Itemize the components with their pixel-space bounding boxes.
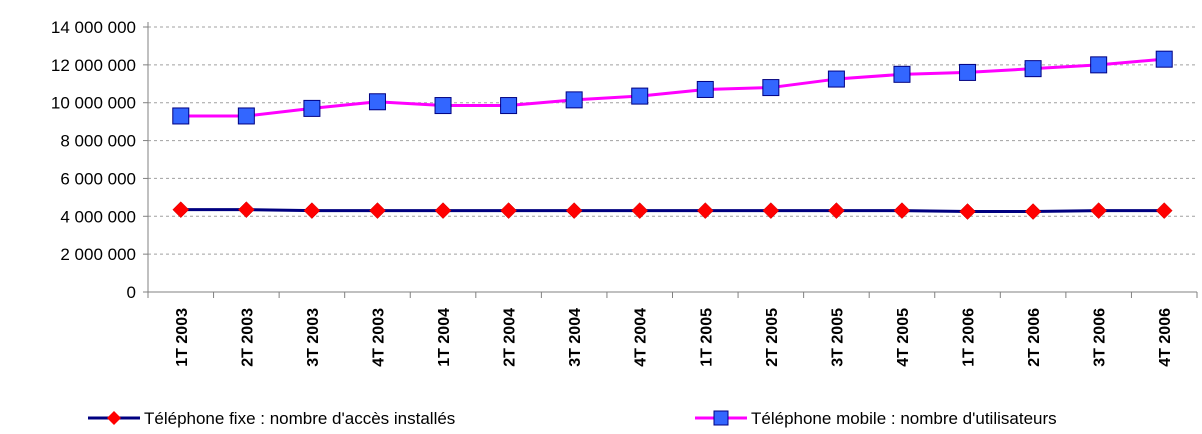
series-1	[172, 201, 1173, 220]
data-point-marker	[1155, 50, 1173, 68]
y-tick-label: 2 000 000	[60, 245, 136, 264]
data-point-marker	[172, 201, 190, 219]
y-tick-label: 0	[127, 283, 136, 302]
series-line	[180, 208, 1165, 214]
legend-entry-1: Téléphone fixe : nombre d'accès installé…	[88, 409, 455, 428]
legend-label: Téléphone mobile : nombre d'utilisateurs	[751, 409, 1057, 428]
series-2	[172, 50, 1173, 125]
legend-entry-2: Téléphone mobile : nombre d'utilisateurs	[695, 409, 1057, 428]
x-tick-label: 4T 2004	[633, 308, 650, 367]
x-tick-label: 1T 2005	[698, 308, 715, 367]
data-point-marker	[303, 99, 321, 117]
x-tick-label: 2T 2004	[502, 308, 519, 367]
x-tick-label: 2T 2006	[1026, 308, 1043, 367]
data-point-marker	[500, 97, 518, 115]
data-point-marker	[631, 202, 649, 219]
y-tick-label: 4 000 000	[60, 207, 136, 226]
x-tick-label: 4T 2005	[895, 308, 912, 367]
gridlines	[148, 26, 1197, 255]
data-point-marker	[1024, 60, 1042, 78]
data-point-marker	[959, 63, 977, 81]
axes: 0 2 000 000 4 000 000 6 000 000 8 000 000 10 …	[51, 18, 1198, 367]
x-tick-label: 4T 2003	[370, 308, 387, 367]
data-point-marker	[303, 202, 321, 219]
data-point-marker	[762, 202, 780, 219]
x-tick-label: 3T 2003	[305, 308, 322, 367]
data-point-marker	[1155, 202, 1173, 219]
legend: Téléphone fixe : nombre d'accès installé…	[88, 409, 1057, 428]
data-point-marker	[237, 107, 255, 125]
data-point-marker	[1090, 202, 1108, 219]
data-point-marker	[827, 70, 845, 88]
legend-marker	[713, 410, 729, 426]
data-point-marker	[237, 201, 255, 219]
data-point-marker	[893, 202, 911, 219]
data-point-marker	[1024, 203, 1042, 220]
x-tick-label: 2T 2003	[239, 308, 256, 367]
x-tick-label: 3T 2006	[1092, 308, 1109, 367]
data-point-marker	[368, 93, 386, 111]
x-tick-label: 3T 2004	[567, 308, 584, 367]
x-tick-label: 1T 2004	[436, 308, 453, 367]
data-point-marker	[434, 202, 452, 219]
legend-label: Téléphone fixe : nombre d'accès installé…	[144, 409, 455, 428]
x-tick-label: 3T 2005	[829, 308, 846, 367]
data-point-marker	[631, 87, 649, 105]
legend-marker	[107, 411, 121, 425]
data-point-marker	[500, 202, 517, 219]
x-tick-label: 2T 2005	[764, 308, 781, 367]
data-point-marker	[696, 202, 714, 219]
data-point-marker	[893, 65, 911, 83]
data-point-marker	[369, 202, 386, 219]
data-point-marker	[696, 80, 714, 98]
series-line	[180, 57, 1165, 118]
y-tick-label: 14 000 000	[51, 18, 136, 37]
y-tick-label: 6 000 000	[60, 169, 136, 188]
data-point-marker	[565, 91, 583, 109]
y-tick-label: 8 000 000	[60, 132, 136, 151]
data-point-marker	[1090, 56, 1108, 74]
data-point-marker	[762, 79, 780, 97]
x-tick-label: 4T 2006	[1157, 308, 1174, 367]
data-point-marker	[172, 107, 190, 125]
data-point-marker	[565, 202, 583, 219]
data-point-marker	[828, 202, 845, 219]
x-tick-label: 1T 2006	[961, 308, 978, 367]
y-tick-label: 10 000 000	[51, 94, 136, 113]
series-lines	[172, 50, 1173, 220]
y-tick-label: 12 000 000	[51, 56, 136, 75]
data-point-marker	[434, 97, 452, 115]
data-point-marker	[959, 203, 976, 220]
x-tick-label: 1T 2003	[174, 308, 191, 367]
